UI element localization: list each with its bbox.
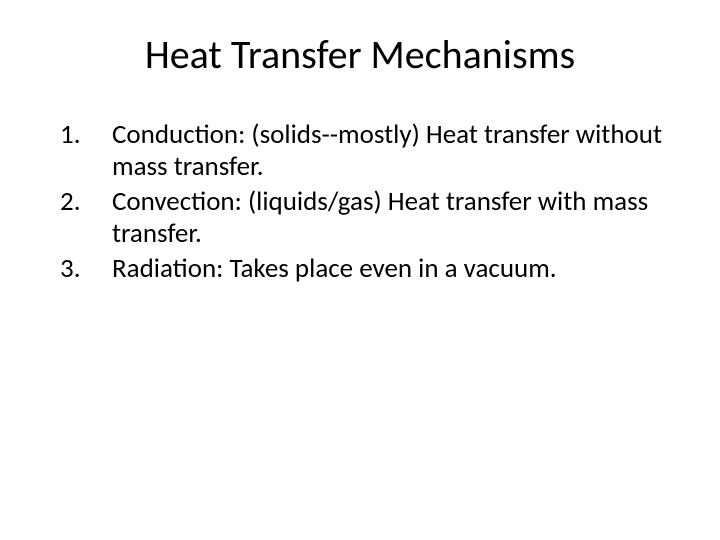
list-item: Radiation: Takes place even in a vacuum. — [60, 253, 670, 285]
slide-title: Heat Transfer Mechanisms — [50, 30, 670, 79]
list-item: Conduction: (solids--mostly) Heat transf… — [60, 119, 670, 184]
list-item: Convection: (liquids/gas) Heat transfer … — [60, 186, 670, 251]
slide-container: Heat Transfer Mechanisms Conduction: (so… — [0, 0, 720, 540]
mechanisms-list: Conduction: (solids--mostly) Heat transf… — [50, 119, 670, 285]
